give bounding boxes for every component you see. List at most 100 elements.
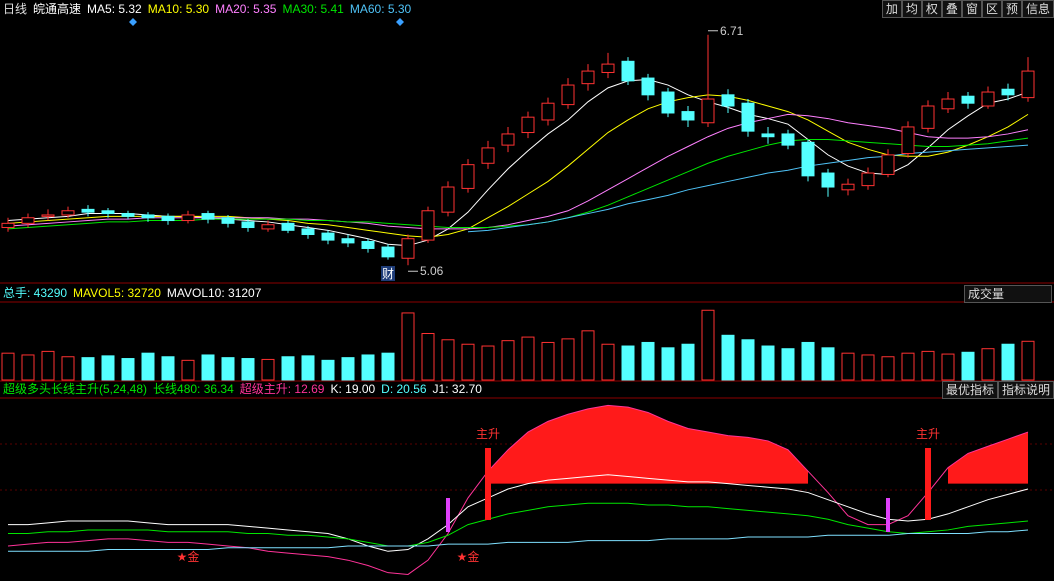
toolbar-button[interactable]: 权 <box>921 0 942 18</box>
toolbar-button[interactable]: 加 <box>881 0 902 18</box>
candle-body <box>221 217 235 224</box>
candle-body <box>881 154 895 175</box>
rise-area <box>948 432 1028 484</box>
volume-bar <box>281 356 295 381</box>
candle-body <box>1 222 15 229</box>
volume-bar <box>801 341 815 381</box>
signal-pre-bar <box>886 498 890 532</box>
candle-body <box>161 215 175 222</box>
indicator-buttons: 最优指标 指标说明 <box>941 381 1054 399</box>
volume-bar <box>961 351 975 381</box>
indicator-stat: D: 20.56 <box>381 382 427 396</box>
ma-line <box>7 137 1029 230</box>
volume-bar <box>141 352 155 381</box>
candle-body <box>1021 70 1035 99</box>
indicator-line <box>7 404 1029 575</box>
indicator-line <box>8 474 1029 552</box>
candle-body <box>801 141 815 177</box>
toolbar-button[interactable]: 叠 <box>941 0 962 18</box>
volume-bar <box>881 356 895 381</box>
candle-body <box>401 238 415 259</box>
header-item: MA10: 5.30 <box>147 2 210 16</box>
signal-bar <box>485 448 491 520</box>
volume-dropdown[interactable]: 成交量 <box>964 285 1052 303</box>
candle-body <box>21 217 35 224</box>
toolbar-button[interactable]: 窗 <box>961 0 982 18</box>
volume-bar <box>621 345 635 381</box>
candle-body <box>321 232 335 241</box>
volume-bar <box>441 339 455 381</box>
price-annotation: 5.06 <box>420 264 444 278</box>
candle-body <box>941 98 955 110</box>
signal-label: 主升 <box>476 427 500 441</box>
indicator-button[interactable]: 指标说明 <box>997 381 1054 399</box>
volume-bar <box>501 340 515 381</box>
candle-body <box>1001 88 1015 96</box>
candle-body <box>181 214 195 222</box>
candle-body <box>861 172 875 187</box>
header-item: 皖通高速 <box>33 2 82 16</box>
volume-bar <box>181 359 195 381</box>
price-annotation: 6.71 <box>720 24 744 38</box>
gold-label: ★金 <box>457 549 480 564</box>
candle-body <box>101 210 115 215</box>
candle-body <box>421 210 435 241</box>
volume-bar <box>421 333 435 381</box>
volume-bar <box>221 357 235 381</box>
volume-bar <box>741 339 755 381</box>
indicator-stat: 超级多头长线主升(5,24,48) <box>3 382 148 396</box>
candle-body <box>481 147 495 164</box>
volume-bar <box>1021 340 1035 381</box>
volume-bar <box>401 312 415 381</box>
toolbar-button[interactable]: 信息 <box>1021 0 1054 18</box>
volume-bar <box>721 334 735 381</box>
candle-body <box>761 133 775 138</box>
candle-body <box>121 213 135 217</box>
volume-bar <box>201 354 215 381</box>
event-diamond <box>129 18 404 26</box>
indicator-line <box>8 502 1029 547</box>
volume-bar <box>661 347 675 381</box>
volume-bar <box>561 338 575 381</box>
candle-body <box>961 95 975 104</box>
indicator-stat: J1: 32.70 <box>432 382 482 396</box>
indicator-line <box>8 529 1029 552</box>
header-item: MA60: 5.30 <box>349 2 412 16</box>
candle-body <box>341 238 355 244</box>
volume-header: 总手: 43290 MAVOL5: 32720 MAVOL10: 31207 <box>3 284 261 302</box>
candle-body <box>201 213 215 220</box>
volume-bar <box>161 356 175 381</box>
toolbar-button[interactable]: 区 <box>981 0 1002 18</box>
volume-bar <box>241 358 255 381</box>
event-box <box>381 266 395 281</box>
indicator-button[interactable]: 最优指标 <box>941 381 998 399</box>
candle-body <box>461 164 475 189</box>
candle-body <box>921 105 935 129</box>
volume-bar <box>321 359 335 381</box>
candle-body <box>261 224 275 230</box>
candle-body <box>381 246 395 258</box>
volume-bar <box>521 336 535 381</box>
volume-bar <box>61 356 75 381</box>
indicator-stat: 长线480: 36.34 <box>153 382 234 396</box>
candle-body <box>641 77 655 96</box>
signal-bar <box>925 448 931 520</box>
volume-dropdown-box: 成交量 <box>964 285 1052 303</box>
candle-body <box>301 228 315 236</box>
candle-body <box>741 102 755 132</box>
candle-body <box>621 60 635 82</box>
volume-bar <box>601 343 615 381</box>
candle-body <box>441 186 455 213</box>
candle-body <box>821 172 835 188</box>
candle-body <box>701 98 715 124</box>
volume-bar <box>1001 343 1015 381</box>
header-item: 日线 <box>3 2 28 16</box>
indicator-stat: 超级主升: 12.69 <box>239 382 325 396</box>
volume-bar <box>861 354 875 381</box>
price-header: 日线 皖通高速 MA5: 5.32 MA10: 5.30 MA20: 5.35 MA30:… <box>3 0 411 18</box>
toolbar-button[interactable]: 预 <box>1001 0 1022 18</box>
volume-bar <box>361 354 375 381</box>
candle-body <box>581 70 595 85</box>
toolbar-button[interactable]: 均 <box>901 0 922 18</box>
